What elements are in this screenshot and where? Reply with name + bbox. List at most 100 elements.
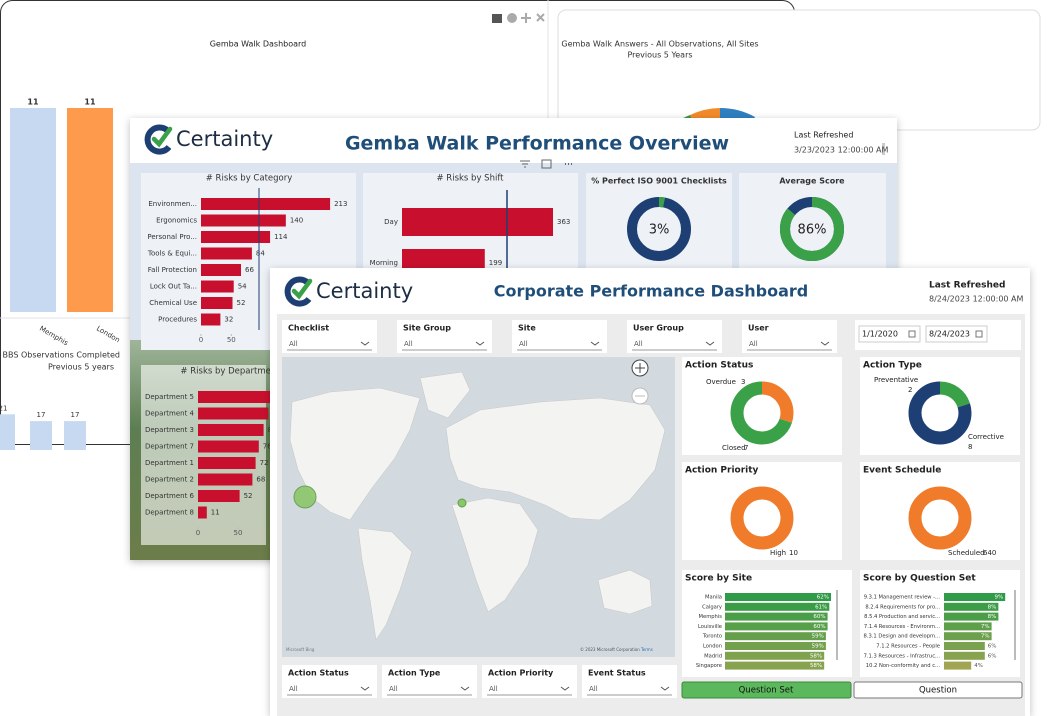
slicer[interactable] — [512, 320, 607, 353]
map-bubble[interactable] — [457, 498, 467, 508]
date-value: 8/24/2023 — [929, 330, 970, 339]
data-label: 11 — [211, 509, 220, 517]
y-tick-label: Chemical Use — [149, 299, 197, 307]
slicer[interactable] — [582, 665, 677, 698]
slicer[interactable] — [482, 665, 577, 698]
data-label: 58% — [810, 663, 822, 669]
data-label: 72 — [260, 459, 269, 467]
y-tick-label: Department 1 — [145, 459, 194, 467]
map-brand: Microsoft Bing — [286, 647, 315, 652]
bar — [725, 642, 826, 650]
calendar-icon[interactable] — [975, 330, 983, 338]
close-icon[interactable] — [536, 13, 545, 22]
date-input[interactable] — [925, 325, 988, 343]
dropdown-icon[interactable] — [590, 341, 600, 346]
slicer[interactable] — [627, 320, 722, 353]
donut-segment — [730, 381, 794, 445]
chart-title: # Risks by Shift — [436, 174, 504, 184]
map-bubble[interactable] — [293, 485, 317, 509]
slicer[interactable] — [282, 665, 377, 698]
dropdown-icon[interactable] — [360, 341, 370, 346]
y-tick-label: Department 3 — [145, 426, 194, 434]
bar — [725, 612, 828, 621]
legend-label: Overdue — [706, 378, 736, 386]
dropdown-icon[interactable] — [820, 341, 830, 346]
data-label: 59% — [812, 644, 824, 650]
button[interactable] — [853, 681, 1023, 699]
chart-subtitle: Previous 5 years — [48, 363, 114, 372]
bar — [0, 414, 15, 450]
data-label: 9% — [994, 595, 1003, 601]
dropdown-icon[interactable] — [360, 686, 370, 691]
settings-icon[interactable] — [507, 13, 517, 23]
logo-mark — [144, 124, 172, 155]
slicer-label: Checklist — [288, 324, 329, 333]
chart-title: Score by Site — [685, 574, 752, 584]
date-value: 1/1/2020 — [862, 330, 898, 339]
header — [130, 118, 897, 163]
slicer-value: All — [749, 340, 758, 348]
scrollbar — [882, 143, 885, 155]
slicer-label: Action Priority — [488, 669, 554, 678]
x-tick-label: 50 — [227, 336, 236, 344]
button[interactable] — [681, 681, 852, 699]
dropdown-icon[interactable] — [705, 341, 715, 346]
donut-segment — [730, 486, 794, 550]
y-tick-label: Department 2 — [145, 476, 194, 484]
y-tick-label: 7.1.2 Resources - People — [876, 644, 940, 650]
y-tick-label: Day — [384, 218, 398, 226]
move-icon[interactable] — [521, 13, 531, 23]
slicer[interactable] — [742, 320, 837, 353]
data-label: 640 — [983, 549, 996, 557]
date-input[interactable] — [858, 325, 921, 343]
chart-title: BBS Observations Completed — [2, 351, 120, 360]
bar — [944, 632, 992, 641]
title: Gemba Walk Performance Overview — [345, 133, 729, 155]
donut-label: 3% — [649, 223, 670, 238]
bar — [944, 602, 999, 611]
bar — [201, 313, 221, 326]
chart-title: % Perfect ISO 9001 Checklists — [591, 177, 727, 186]
bar — [725, 602, 830, 611]
chart-title: Action Status — [685, 361, 753, 371]
data-label: 7% — [981, 624, 990, 630]
slicer-value: All — [634, 340, 643, 348]
data-label: 17 — [37, 411, 46, 419]
scrollbar — [1014, 590, 1016, 660]
data-label: 59% — [812, 634, 824, 640]
bar — [201, 231, 271, 243]
focus-icon[interactable] — [541, 159, 552, 169]
slicer-label: Site Group — [403, 324, 451, 333]
button-label: Question Set — [739, 686, 794, 696]
data-label: 114 — [274, 233, 288, 241]
button-label: Question — [919, 686, 957, 696]
slicer-value: All — [404, 340, 413, 348]
slicer-label: User Group — [633, 324, 684, 333]
data-label: 11 — [84, 98, 96, 107]
bar — [198, 407, 269, 420]
dropdown-icon[interactable] — [475, 341, 485, 346]
dropdown-icon[interactable] — [560, 686, 570, 691]
dropdown-icon[interactable] — [660, 686, 670, 691]
y-tick-label: Department 5 — [145, 393, 194, 401]
bar — [30, 421, 52, 450]
data-label: 52 — [237, 299, 246, 307]
y-tick-label: Environmen... — [148, 200, 197, 208]
bar — [944, 651, 985, 660]
slicer[interactable] — [397, 320, 492, 353]
data-label: 11 — [27, 98, 39, 107]
calendar-icon[interactable] — [908, 330, 916, 338]
slicer[interactable] — [382, 665, 477, 698]
dropdown-icon[interactable] — [460, 686, 470, 691]
data-label: 8 — [968, 443, 972, 451]
download-icon[interactable] — [492, 14, 502, 23]
timestamp: 3/23/2023 12:00:00 AM — [794, 146, 889, 155]
slicer[interactable] — [282, 320, 377, 353]
y-tick-label: Manila — [705, 595, 722, 601]
filter-icon[interactable] — [520, 160, 530, 168]
y-tick-label: Louisville — [698, 624, 722, 630]
data-label: 60% — [813, 624, 825, 630]
data-label: 61% — [815, 604, 827, 610]
slicer-label: Action Type — [388, 669, 441, 678]
